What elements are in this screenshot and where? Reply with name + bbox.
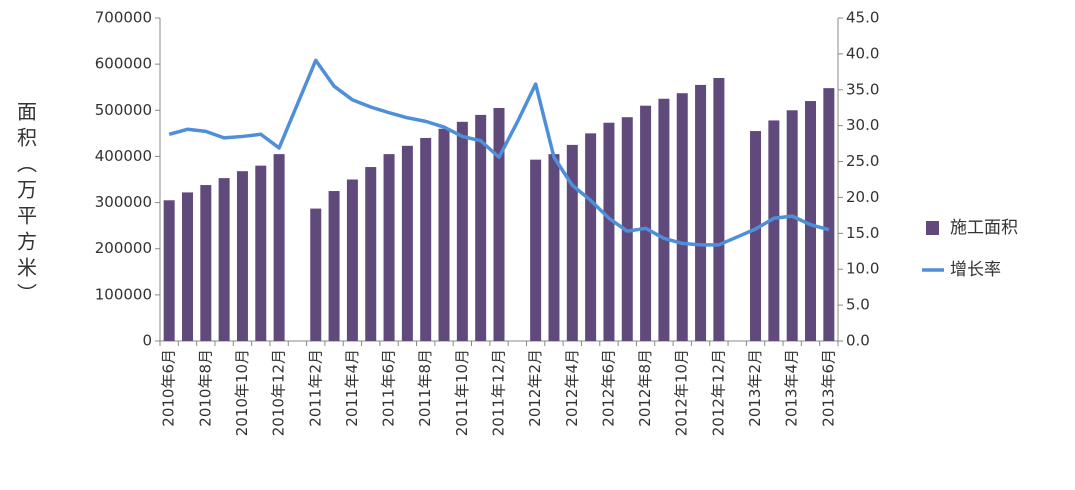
bar [236, 171, 248, 341]
bar [328, 191, 340, 341]
bar [273, 154, 285, 341]
bar [218, 178, 230, 341]
legend-label: 增长率 [950, 260, 1001, 280]
x-tick-label: 2010年10月 [233, 349, 251, 436]
y-tick-label: 600000 [95, 55, 152, 73]
y-tick-label: 100000 [95, 285, 152, 303]
bar [548, 154, 560, 341]
x-tick-label: 2010年12月 [270, 349, 288, 436]
bar [640, 105, 652, 342]
y-tick-label: 200000 [95, 239, 152, 257]
bar [713, 77, 725, 341]
y2-tick-label: 35.0 [846, 80, 879, 98]
bar [566, 144, 578, 341]
bar [823, 88, 835, 341]
bar [200, 185, 212, 341]
y-tick-label: 500000 [95, 101, 152, 119]
x-tick-label: 2011年8月 [416, 349, 434, 427]
line [168, 58, 830, 247]
legend-label: 施工面积 [950, 218, 1018, 238]
bar [383, 154, 395, 341]
y2-tick-label: 0.0 [846, 332, 870, 350]
x-tick-label: 2013年6月 [819, 349, 837, 427]
x-tick-label: 2013年2月 [746, 349, 764, 427]
bar [181, 192, 193, 341]
y2-tick-label: 25.0 [846, 152, 879, 170]
y2-tick-label: 45.0 [846, 9, 879, 27]
bar [695, 84, 707, 342]
y-tick-label: 400000 [95, 147, 152, 165]
x-tick-label: 2010年8月 [196, 349, 214, 427]
y2-tick-label: 40.0 [846, 44, 879, 62]
x-tick-label: 2010年6月 [160, 349, 178, 427]
bar [438, 128, 450, 341]
bar [676, 93, 688, 341]
bar [420, 137, 432, 341]
bar [456, 121, 468, 341]
x-tick-label: 2011年4月 [343, 349, 361, 427]
x-tick-label: 2013年4月 [783, 349, 801, 427]
y2-tick-label: 15.0 [846, 224, 879, 242]
y2-tick-label: 5.0 [846, 296, 870, 314]
bar [346, 179, 358, 341]
x-tick-label: 2012年8月 [636, 349, 654, 427]
bar [475, 114, 487, 342]
x-tick-label: 2012年10月 [673, 349, 691, 436]
x-tick-label: 2011年10月 [453, 349, 471, 436]
bar [603, 122, 615, 341]
bar [658, 98, 670, 341]
bar [530, 159, 542, 341]
bar [493, 107, 505, 341]
x-tick-label: 2011年12月 [490, 349, 508, 436]
x-tick-label: 2012年2月 [526, 349, 544, 427]
bar [768, 120, 780, 342]
bar [163, 200, 175, 341]
y2-tick-label: 20.0 [846, 188, 879, 206]
bar [805, 101, 817, 341]
bar [255, 165, 267, 341]
x-tick-label: 2011年6月 [380, 349, 398, 427]
bar [786, 110, 798, 342]
y2-tick-label: 30.0 [846, 116, 879, 134]
y-axis-title: 面积（万平方米） [14, 101, 38, 309]
bar [310, 208, 322, 341]
bar [365, 167, 377, 341]
y2-tick-label: 10.0 [846, 260, 879, 278]
x-tick-label: 2011年2月 [306, 349, 324, 427]
y-tick-label: 300000 [95, 193, 152, 211]
bar [750, 131, 762, 341]
bar [401, 145, 413, 341]
x-tick-label: 2012年4月 [563, 349, 581, 427]
legend-swatch [926, 221, 939, 235]
y-tick-label: 700000 [95, 9, 152, 27]
bar [585, 133, 597, 341]
x-tick-label: 2012年12月 [709, 349, 727, 436]
y-tick-label: 0 [142, 332, 152, 350]
x-tick-label: 2012年6月 [599, 349, 617, 427]
